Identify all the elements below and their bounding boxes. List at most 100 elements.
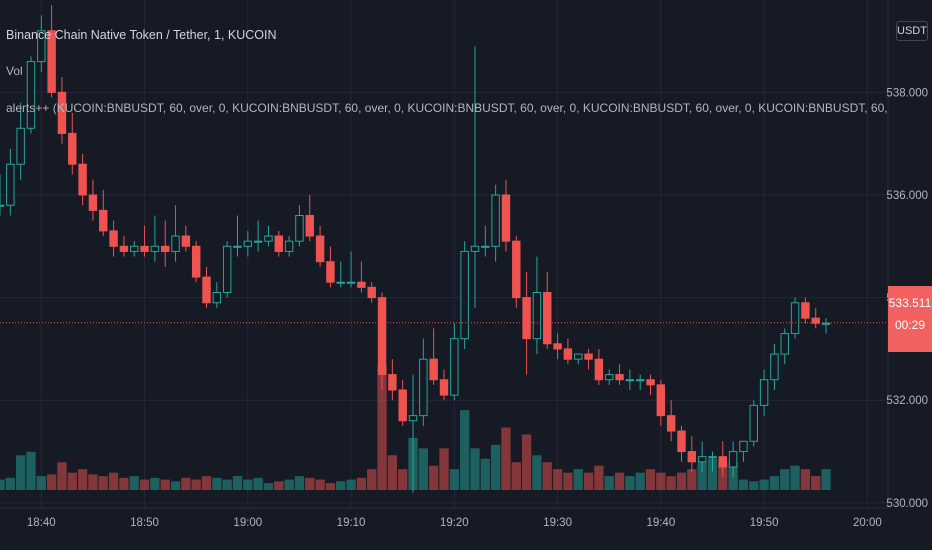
candle-body xyxy=(594,358,604,381)
volume-bar xyxy=(821,469,831,490)
candle-body xyxy=(501,194,511,242)
candle-body xyxy=(687,451,697,463)
volume-bar xyxy=(5,477,15,490)
candle-body xyxy=(264,235,273,242)
candle-body xyxy=(150,245,160,252)
volume-bar xyxy=(315,479,325,490)
volume-bar xyxy=(625,476,635,490)
current-price-tag: 533.511 00:29 xyxy=(888,286,932,352)
time-tick-label: 20:00 xyxy=(853,517,882,529)
volume-bar xyxy=(563,472,573,490)
candle-body xyxy=(171,235,180,252)
candle-body xyxy=(574,353,583,360)
candles xyxy=(0,5,831,493)
volume-bar xyxy=(191,479,201,490)
volume-bar xyxy=(36,476,46,490)
volume-bar xyxy=(800,469,811,490)
volume-bar xyxy=(470,448,480,490)
candle-body xyxy=(99,209,108,232)
volume-bar xyxy=(439,448,449,490)
candle-body xyxy=(346,281,356,284)
candle-body xyxy=(821,322,831,325)
candle-body xyxy=(543,291,552,345)
volume-bar xyxy=(26,451,36,490)
candle-body xyxy=(357,281,366,288)
time-tick-label: 19:20 xyxy=(440,517,469,529)
candle-body xyxy=(212,291,222,304)
candle-body xyxy=(233,245,242,248)
volume-bar xyxy=(811,476,821,490)
volume-bar xyxy=(119,477,129,490)
candle-body xyxy=(625,379,635,382)
candle-body xyxy=(78,163,87,196)
candle-body xyxy=(305,215,314,237)
time-axis[interactable]: 18:40 18:50 19:00 19:10 19:20 19:30 19:40 19:50… xyxy=(27,517,882,529)
candle-body xyxy=(759,379,769,406)
price-tick-label: 538.000 xyxy=(886,87,928,99)
candle-body xyxy=(336,281,345,284)
volume-bar xyxy=(212,477,222,490)
candle-body xyxy=(429,358,438,381)
candle-body xyxy=(408,415,418,422)
price-tick-label: 536.000 xyxy=(886,190,928,202)
price-tick-label: 532.000 xyxy=(886,395,928,407)
volume-bar xyxy=(325,483,336,490)
candle-body xyxy=(202,276,211,304)
candle-body xyxy=(780,333,789,355)
volume-bar xyxy=(263,483,274,490)
volume-bar xyxy=(749,481,759,490)
volume-bar xyxy=(274,481,284,490)
candle-body xyxy=(130,245,139,252)
candle-body xyxy=(326,261,335,283)
volume-bar xyxy=(780,469,790,490)
volume-bar xyxy=(232,476,243,490)
volume-bar xyxy=(790,465,800,490)
candle-body xyxy=(119,245,129,252)
volume-bar xyxy=(542,462,552,490)
candle-body xyxy=(635,379,645,382)
candle-body xyxy=(419,358,428,417)
symbol-title[interactable]: Binance Chain Native Token / Tether, 1, … xyxy=(6,28,277,42)
volume-bar xyxy=(0,479,5,490)
volume-bar xyxy=(490,444,501,490)
candle-body xyxy=(770,353,779,381)
alerts-indicator-label[interactable]: alerts++ (KUCOIN:BNBUSDT, 60, over, 0, K… xyxy=(6,101,890,115)
candle-body xyxy=(646,379,655,386)
currency-unit-button[interactable]: USDT xyxy=(896,21,928,41)
current-price-value: 533.511 xyxy=(888,296,932,310)
volume-bar xyxy=(387,455,398,490)
candle-body xyxy=(450,338,459,396)
time-tick-label: 18:50 xyxy=(130,517,159,529)
volume-bar xyxy=(594,465,604,490)
candle-body xyxy=(460,250,469,340)
candle-body xyxy=(222,245,232,293)
volume-bar xyxy=(552,469,563,490)
volume-bar xyxy=(666,476,676,490)
volume-indicator-label[interactable]: Vol xyxy=(6,64,23,78)
volume-bar xyxy=(346,479,356,490)
candle-body xyxy=(47,30,56,93)
volume-bar xyxy=(57,462,67,490)
candle-body xyxy=(728,451,738,468)
volume-bar xyxy=(305,477,315,490)
candle-body xyxy=(398,389,407,422)
volume-bar xyxy=(367,469,377,490)
candle-body xyxy=(470,245,480,252)
volume-bar xyxy=(243,479,253,490)
volume-bar xyxy=(336,481,346,490)
volume-bar xyxy=(604,476,614,490)
volume-bar xyxy=(707,458,718,490)
candle-body xyxy=(274,235,284,252)
candle-body xyxy=(677,430,686,453)
candle-body xyxy=(26,61,36,129)
candle-body xyxy=(481,245,490,248)
candle-body xyxy=(491,194,500,247)
candle-body xyxy=(522,297,531,340)
price-axis[interactable]: 530.000532.000534.000536.000538.000540.0… xyxy=(886,0,928,510)
candle-body xyxy=(284,240,294,252)
candle-body xyxy=(191,245,201,278)
candle-body xyxy=(377,297,387,376)
price-tick-label: 530.000 xyxy=(886,498,928,510)
volume-bar xyxy=(532,455,542,490)
